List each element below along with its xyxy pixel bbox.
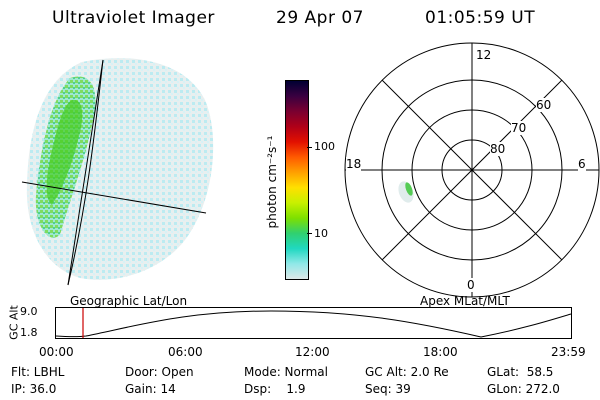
info-flt: Flt: LBHL xyxy=(11,365,65,379)
mlt-label-12: 12 xyxy=(476,48,492,62)
meridian-curve xyxy=(67,59,104,286)
info-door: Door: Open xyxy=(125,365,194,379)
time-tick-0600: 06:00 xyxy=(168,345,203,359)
mlt-label-18: 18 xyxy=(346,157,362,171)
time-tick-0000: 00:00 xyxy=(39,345,74,359)
mlt-label-0: 0 xyxy=(467,278,475,292)
mlat-label-70: 70 xyxy=(511,121,527,135)
time-label: 01:05:59 UT xyxy=(425,8,536,28)
colorbar-gradient xyxy=(286,81,308,279)
info-glat: GLat: 58.5 xyxy=(487,365,554,379)
colorbar-tick-100: 100 xyxy=(314,140,335,153)
left-panel-caption: Geographic Lat/Lon xyxy=(70,294,188,308)
altitude-ylabel: GC Alt xyxy=(7,305,21,340)
info-ip: IP: 36.0 xyxy=(11,382,57,396)
info-gain: Gain: 14 xyxy=(125,382,176,396)
colorbar-tick-10: 10 xyxy=(314,227,328,240)
time-tick-1200: 12:00 xyxy=(295,345,330,359)
instrument-title: Ultraviolet Imager xyxy=(52,8,215,28)
info-gc-alt: GC Alt: 2.0 Re xyxy=(365,365,449,379)
info-glon: GLon: 272.0 xyxy=(487,382,560,396)
uv-disk xyxy=(26,58,214,280)
info-mode: Mode: Normal xyxy=(244,365,328,379)
altitude-strip xyxy=(55,307,572,339)
colorbar xyxy=(285,80,309,280)
altitude-ytick-9: 9.0 xyxy=(20,305,38,318)
altitude-curve xyxy=(55,308,572,338)
mlat-label-60: 60 xyxy=(536,98,552,112)
polar-aurora xyxy=(398,181,414,203)
date-label: 29 Apr 07 xyxy=(276,8,364,28)
right-panel-caption: Apex MLat/MLT xyxy=(420,294,510,308)
time-tick-2359: 23:59 xyxy=(551,345,586,359)
info-dsp: Dsp: 1.9 xyxy=(244,382,306,396)
parallel-line xyxy=(21,181,207,214)
altitude-ytick-1-8: 1.8 xyxy=(20,326,38,339)
mlat-label-80: 80 xyxy=(490,142,506,156)
time-tick-1800: 18:00 xyxy=(423,345,458,359)
meridian-line xyxy=(67,59,104,286)
polar-axis-diag2 xyxy=(381,79,563,261)
mlt-label-6: 6 xyxy=(578,157,586,171)
info-seq: Seq: 39 xyxy=(365,382,411,396)
